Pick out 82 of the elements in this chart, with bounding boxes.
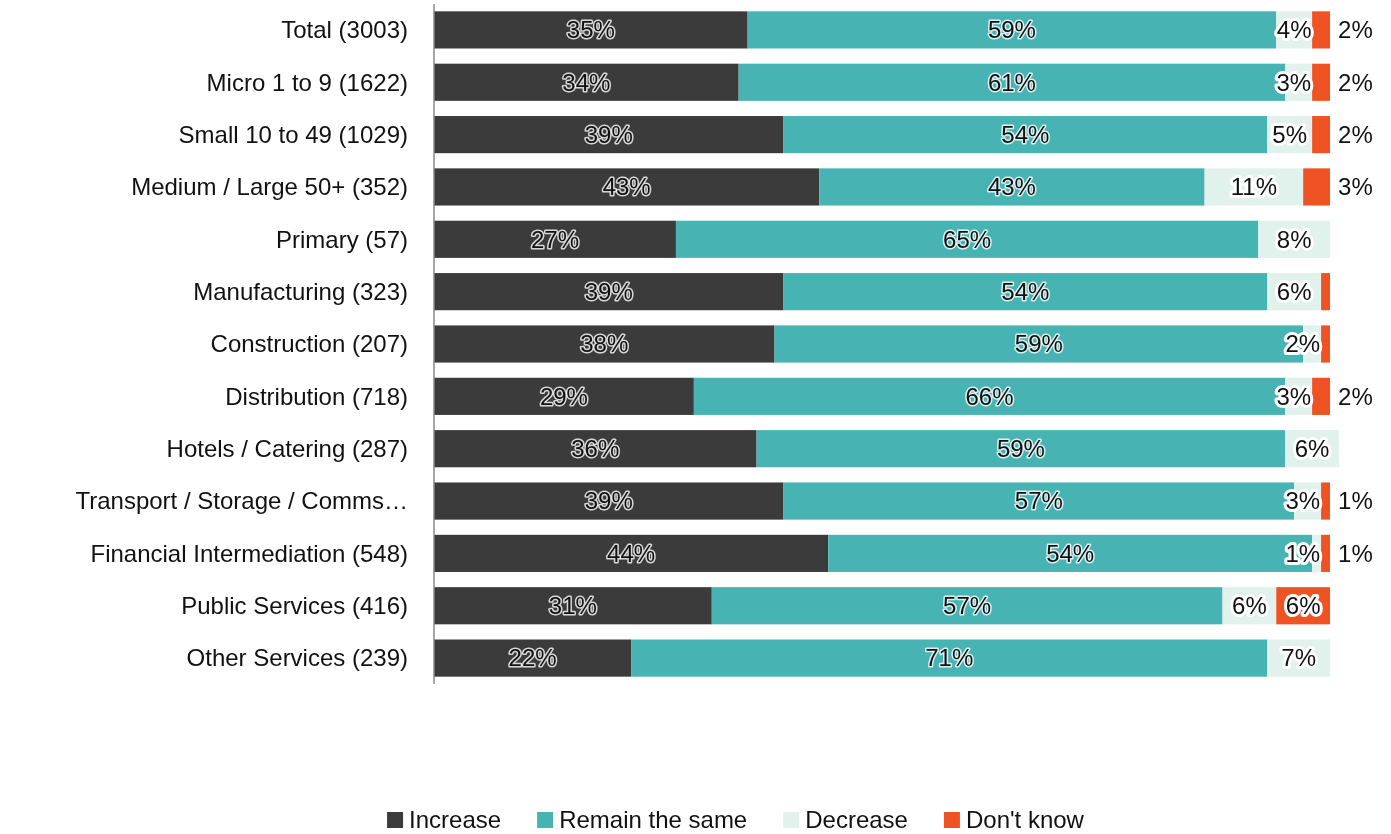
data-label: 2% (1338, 382, 1373, 410)
bar (434, 482, 784, 520)
y-tick-label: Small 10 to 49 (1029) (178, 121, 408, 149)
legend-label: Don't know (965, 806, 1085, 834)
y-tick-label: Primary (57) (275, 225, 408, 253)
data-label: 57% (943, 592, 992, 620)
data-label: 4% (1276, 16, 1312, 44)
y-tick-label: Construction (207) (210, 330, 408, 358)
y-tick-label: Medium / Large 50+ (352) (131, 173, 408, 201)
data-label: 43% (602, 173, 651, 201)
y-tick-label: Distribution (718) (225, 382, 408, 410)
data-label: 2% (1285, 330, 1321, 358)
bar (819, 168, 1205, 206)
data-label: 7% (1281, 644, 1317, 672)
y-tick-label: Manufacturing (323) (193, 278, 408, 306)
bar (434, 63, 739, 101)
y-tick-label: Public Services (416) (181, 592, 408, 620)
legend-label: Remain the same (559, 806, 748, 834)
data-label: 2% (1338, 121, 1373, 149)
data-label: 65% (943, 225, 992, 253)
bar (1321, 482, 1331, 520)
data-label: 43% (987, 173, 1036, 201)
y-tick-label: Other Services (239) (186, 644, 408, 672)
data-label: 3% (1338, 173, 1373, 201)
bar (783, 273, 1268, 311)
data-label: 57% (1014, 487, 1063, 515)
data-label: 29% (539, 382, 588, 410)
bar (783, 116, 1268, 154)
data-label: 54% (1001, 121, 1050, 149)
y-tick-label: Total (3003) (281, 16, 408, 44)
data-label: 6% (1285, 592, 1321, 620)
data-label: 22% (508, 644, 557, 672)
bar (434, 11, 748, 49)
legend-label: Decrease (805, 806, 908, 834)
data-label: 5% (1272, 121, 1308, 149)
bar (1321, 534, 1331, 572)
y-tick-label: Hotels / Catering (287) (166, 435, 408, 463)
data-label: 54% (1001, 278, 1050, 306)
bar (434, 430, 757, 468)
bar (631, 639, 1268, 677)
data-label: 59% (996, 435, 1045, 463)
bar (1312, 116, 1331, 154)
data-label: 11% (1230, 173, 1278, 201)
bar (434, 273, 784, 311)
bar (434, 168, 820, 206)
bar (1321, 325, 1331, 363)
data-label: 38% (580, 330, 629, 358)
bar (434, 116, 784, 154)
data-label: 59% (987, 16, 1036, 44)
data-label: 27% (530, 225, 579, 253)
y-tick-label: Financial Intermediation (548) (90, 539, 408, 567)
data-label: 2% (1338, 16, 1373, 44)
bar (675, 220, 1259, 258)
bar (711, 587, 1223, 625)
bar (434, 325, 775, 363)
data-label: 71% (925, 644, 974, 672)
bar (747, 11, 1277, 49)
bar (434, 377, 694, 415)
bar (1312, 63, 1331, 101)
y-tick-label: Transport / Storage / Comms… (75, 487, 408, 515)
bar (1312, 377, 1331, 415)
data-label: 2% (1338, 68, 1373, 96)
bar (434, 587, 712, 625)
bar (434, 220, 676, 258)
data-label: 1% (1338, 487, 1373, 515)
data-label: 66% (965, 382, 1014, 410)
bar (1303, 168, 1331, 206)
bar (1312, 11, 1331, 49)
data-label: 6% (1294, 435, 1330, 463)
data-label: 59% (1014, 330, 1063, 358)
bar (756, 430, 1286, 468)
data-label: 6% (1232, 592, 1267, 620)
data-label: 8% (1276, 225, 1312, 253)
data-label: 44% (607, 539, 656, 567)
bar (434, 534, 829, 572)
data-label: 1% (1338, 539, 1373, 567)
y-tick-label: Micro 1 to 9 (1622) (206, 68, 408, 96)
data-label: 54% (1046, 539, 1095, 567)
legend-label: Increase (409, 806, 502, 834)
data-label: 6% (1276, 278, 1312, 306)
bar (1321, 273, 1331, 311)
data-label: 61% (987, 68, 1036, 96)
